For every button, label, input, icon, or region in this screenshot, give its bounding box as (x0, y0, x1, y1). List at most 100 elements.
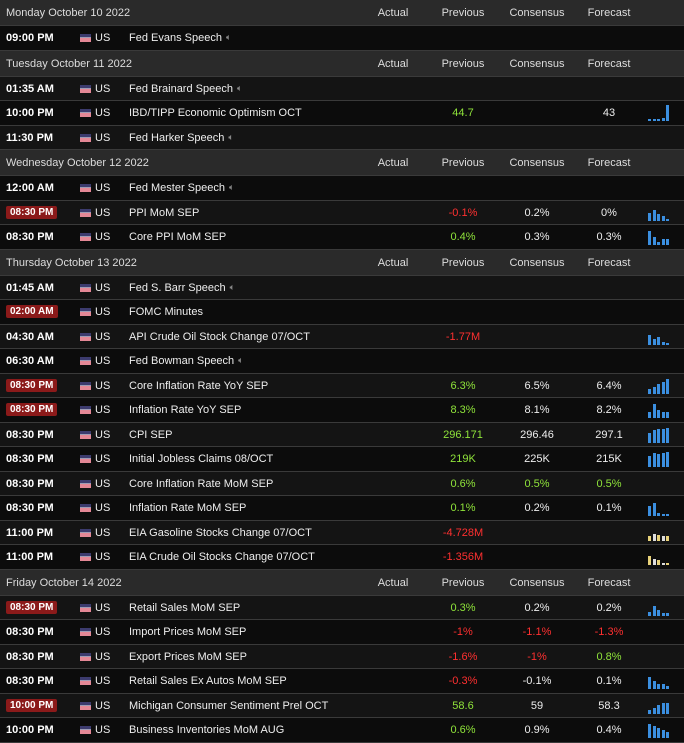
us-flag-icon (80, 677, 91, 685)
event-name[interactable]: Fed Bowman Speech 🔈︎ (129, 355, 244, 367)
event-name[interactable]: Retail Sales Ex Autos MoM SEP (129, 675, 287, 687)
sparkline-chart[interactable] (648, 698, 672, 714)
sparkline-chart[interactable] (648, 500, 672, 516)
event-row[interactable]: 08:30 PM US Initial Jobless Claims 08/OCT 2… (0, 447, 684, 472)
event-row[interactable]: 06:30 AM US Fed Bowman Speech 🔈︎ (0, 349, 684, 374)
speaker-icon[interactable]: 🔈︎ (228, 131, 234, 142)
column-header-forecast[interactable]: Forecast (587, 256, 631, 269)
event-name[interactable]: Fed Brainard Speech 🔈︎ (129, 82, 243, 95)
sparkline-bar (657, 242, 661, 245)
speaker-icon[interactable]: 🔈︎ (236, 82, 243, 93)
event-row[interactable]: 08:30 PM US Retail Sales MoM SEP 0.3% 0.2% 0.… (0, 595, 684, 620)
event-row[interactable]: 08:30 PM US Inflation Rate MoM SEP 0.1% 0.2%… (0, 496, 684, 521)
sparkline-chart[interactable] (648, 402, 672, 418)
event-name[interactable]: API Crude Oil Stock Change 07/OCT (129, 330, 310, 343)
column-header-consensus[interactable]: Consensus (509, 157, 565, 169)
column-header-consensus[interactable]: Consensus (509, 57, 565, 70)
event-name[interactable]: Michigan Consumer Sentiment Prel OCT (129, 699, 329, 712)
event-row[interactable]: 10:00 PM US Business Inventories MoM AUG 0.… (0, 718, 684, 743)
event-name[interactable]: Fed Evans Speech 🔈︎ (129, 32, 232, 44)
event-name[interactable]: PPI MoM SEP (129, 206, 200, 219)
event-row[interactable]: 11:30 PM US Fed Harker Speech 🔈︎ (0, 125, 684, 150)
column-header-actual[interactable]: Actual (377, 576, 409, 589)
speaker-icon[interactable]: 🔈︎ (229, 182, 235, 192)
column-header-consensus[interactable]: Consensus (509, 256, 565, 269)
sparkline-chart[interactable] (648, 722, 672, 738)
column-header-forecast[interactable]: Forecast (587, 157, 631, 169)
column-header-previous[interactable]: Previous (441, 157, 485, 169)
event-name[interactable]: Fed Harker Speech 🔈︎ (129, 131, 234, 144)
column-header-actual[interactable]: Actual (377, 57, 409, 70)
event-row[interactable]: 09:00 PM US Fed Evans Speech 🔈︎ (0, 26, 684, 51)
event-row[interactable]: 11:00 PM US EIA Crude Oil Stocks Change 07… (0, 545, 684, 570)
event-name[interactable]: Core Inflation Rate YoY SEP (129, 379, 269, 392)
column-header-actual[interactable]: Actual (377, 7, 409, 19)
consensus-value: 296.46 (520, 428, 554, 441)
sparkline-bar (652, 119, 656, 121)
event-name[interactable]: IBD/TIPP Economic Optimism OCT (129, 107, 302, 119)
event-time: 01:35 AM (6, 82, 54, 95)
event-name[interactable]: Core Inflation Rate MoM SEP (129, 477, 274, 490)
sparkline-chart[interactable] (648, 329, 672, 345)
event-row[interactable]: 08:30 PM US Core PPI MoM SEP 0.4% 0.3% 0.3% (0, 225, 684, 250)
column-header-forecast[interactable]: Forecast (587, 57, 631, 70)
column-header-consensus[interactable]: Consensus (509, 7, 565, 19)
sparkline-chart[interactable] (648, 427, 672, 443)
event-row[interactable]: 10:00 PM US Michigan Consumer Sentiment Pr… (0, 693, 684, 718)
event-name[interactable]: Fed S. Barr Speech 🔈︎ (129, 281, 236, 294)
event-name[interactable]: Fed Mester Speech 🔈︎ (129, 182, 235, 194)
event-name[interactable]: Import Prices MoM SEP (129, 626, 247, 638)
event-row[interactable]: 08:30 PM US Inflation Rate YoY SEP 8.3% 8.1%… (0, 398, 684, 423)
event-name[interactable]: Core PPI MoM SEP (129, 231, 227, 243)
column-header-previous[interactable]: Previous (441, 256, 485, 269)
speaker-icon[interactable]: 🔈︎ (225, 32, 232, 42)
event-row[interactable]: 02:00 AM US FOMC Minutes (0, 300, 684, 325)
column-header-actual[interactable]: Actual (377, 256, 409, 269)
event-row[interactable]: 01:35 AM US Fed Brainard Speech 🔈︎ (0, 76, 684, 101)
event-row[interactable]: 10:00 PM US IBD/TIPP Economic Optimism OCT… (0, 101, 684, 126)
column-header-forecast[interactable]: Forecast (587, 7, 631, 19)
sparkline-chart[interactable] (648, 673, 672, 689)
event-name[interactable]: Inflation Rate MoM SEP (129, 502, 247, 514)
event-row[interactable]: 08:30 PM US Export Prices MoM SEP -1.6% -1% 0… (0, 644, 684, 669)
country-code: US (95, 502, 111, 514)
event-name[interactable]: Inflation Rate YoY SEP (129, 404, 242, 416)
sparkline-chart[interactable] (648, 205, 672, 221)
event-row[interactable]: 08:30 PM US Retail Sales Ex Autos MoM SEP -… (0, 669, 684, 694)
sparkline-chart[interactable] (648, 105, 672, 121)
speaker-icon[interactable]: 🔈︎ (238, 355, 244, 365)
column-header-previous[interactable]: Previous (441, 7, 485, 19)
event-row[interactable]: 01:45 AM US Fed S. Barr Speech 🔈︎ (0, 275, 684, 300)
sparkline-chart[interactable] (648, 600, 672, 616)
speaker-icon[interactable]: 🔈︎ (229, 281, 236, 292)
event-row[interactable]: 08:30 PM US PPI MoM SEP -0.1% 0.2% 0% (0, 200, 684, 225)
column-header-previous[interactable]: Previous (441, 576, 485, 589)
event-name[interactable]: CPI SEP (129, 428, 173, 441)
column-header-actual[interactable]: Actual (377, 157, 409, 169)
event-row[interactable]: 08:30 PM US Core Inflation Rate MoM SEP 0.6… (0, 471, 684, 496)
sparkline-chart[interactable] (648, 525, 672, 541)
sparkline-bar (666, 427, 670, 443)
sparkline-chart[interactable] (648, 451, 672, 467)
event-name[interactable]: FOMC Minutes (129, 306, 203, 318)
event-name[interactable]: Export Prices MoM SEP (129, 650, 247, 663)
event-row[interactable]: 08:30 PM US Core Inflation Rate YoY SEP 6.3… (0, 373, 684, 398)
column-header-consensus[interactable]: Consensus (509, 576, 565, 589)
sparkline-chart[interactable] (648, 229, 672, 245)
sparkline-chart[interactable] (648, 378, 672, 394)
event-name[interactable]: EIA Gasoline Stocks Change 07/OCT (129, 526, 312, 539)
event-name[interactable]: Retail Sales MoM SEP (129, 601, 241, 614)
event-row[interactable]: 08:30 PM US Import Prices MoM SEP -1% -1.1% -… (0, 620, 684, 645)
previous-value: -0.3% (448, 675, 478, 687)
event-row[interactable]: 04:30 AM US API Crude Oil Stock Change 07/… (0, 324, 684, 349)
event-name[interactable]: Initial Jobless Claims 08/OCT (129, 453, 274, 465)
forecast-value: 0.1% (596, 502, 622, 514)
event-name[interactable]: EIA Crude Oil Stocks Change 07/OCT (129, 551, 315, 563)
event-row[interactable]: 12:00 AM US Fed Mester Speech 🔈︎ (0, 176, 684, 201)
column-header-forecast[interactable]: Forecast (587, 576, 631, 589)
sparkline-chart[interactable] (648, 549, 672, 565)
event-row[interactable]: 11:00 PM US EIA Gasoline Stocks Change 07/… (0, 520, 684, 545)
column-header-previous[interactable]: Previous (441, 57, 485, 70)
event-row[interactable]: 08:30 PM US CPI SEP 296.171 296.46 297.1 (0, 422, 684, 447)
event-name[interactable]: Business Inventories MoM AUG (129, 724, 285, 736)
